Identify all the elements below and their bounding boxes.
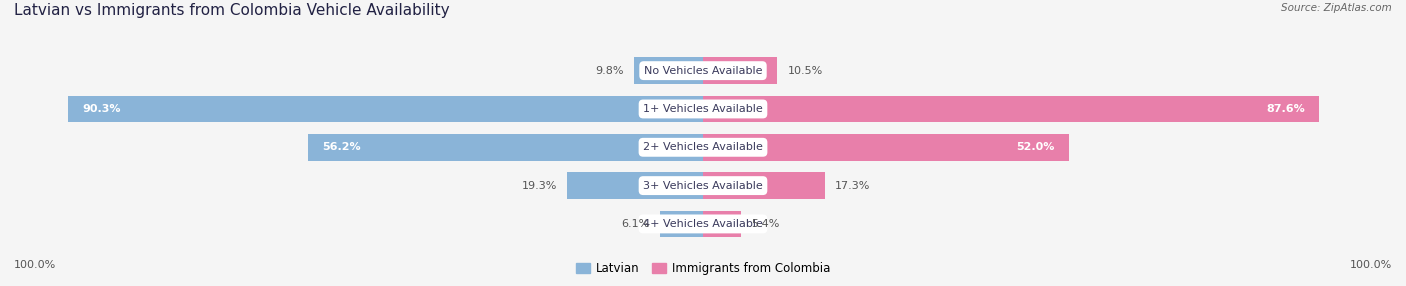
Bar [69, 96, 703, 122]
Text: 17.3%: 17.3% [835, 181, 870, 190]
Text: 100.0%: 100.0% [1350, 260, 1392, 269]
Text: 3+ Vehicles Available: 3+ Vehicles Available [643, 181, 763, 190]
Bar [634, 57, 703, 84]
Text: 90.3%: 90.3% [82, 104, 121, 114]
Text: 4+ Vehicles Available: 4+ Vehicles Available [643, 219, 763, 229]
Text: Latvian vs Immigrants from Colombia Vehicle Availability: Latvian vs Immigrants from Colombia Vehi… [14, 3, 450, 18]
Bar [661, 210, 703, 237]
Text: 6.1%: 6.1% [621, 219, 650, 229]
Bar [308, 134, 703, 161]
Text: 52.0%: 52.0% [1017, 142, 1054, 152]
Bar [703, 172, 824, 199]
Bar [703, 134, 1069, 161]
Bar [703, 57, 778, 84]
Legend: Latvian, Immigrants from Colombia: Latvian, Immigrants from Colombia [571, 258, 835, 280]
Text: 2+ Vehicles Available: 2+ Vehicles Available [643, 142, 763, 152]
Text: 87.6%: 87.6% [1265, 104, 1305, 114]
Text: 1+ Vehicles Available: 1+ Vehicles Available [643, 104, 763, 114]
Text: Source: ZipAtlas.com: Source: ZipAtlas.com [1281, 3, 1392, 13]
Text: 56.2%: 56.2% [322, 142, 360, 152]
Text: 9.8%: 9.8% [595, 66, 624, 76]
Bar [703, 96, 1319, 122]
Bar [703, 210, 741, 237]
Text: 19.3%: 19.3% [522, 181, 557, 190]
Bar [568, 172, 703, 199]
Text: 100.0%: 100.0% [14, 260, 56, 269]
Text: 5.4%: 5.4% [752, 219, 780, 229]
Text: No Vehicles Available: No Vehicles Available [644, 66, 762, 76]
Text: 10.5%: 10.5% [787, 66, 823, 76]
